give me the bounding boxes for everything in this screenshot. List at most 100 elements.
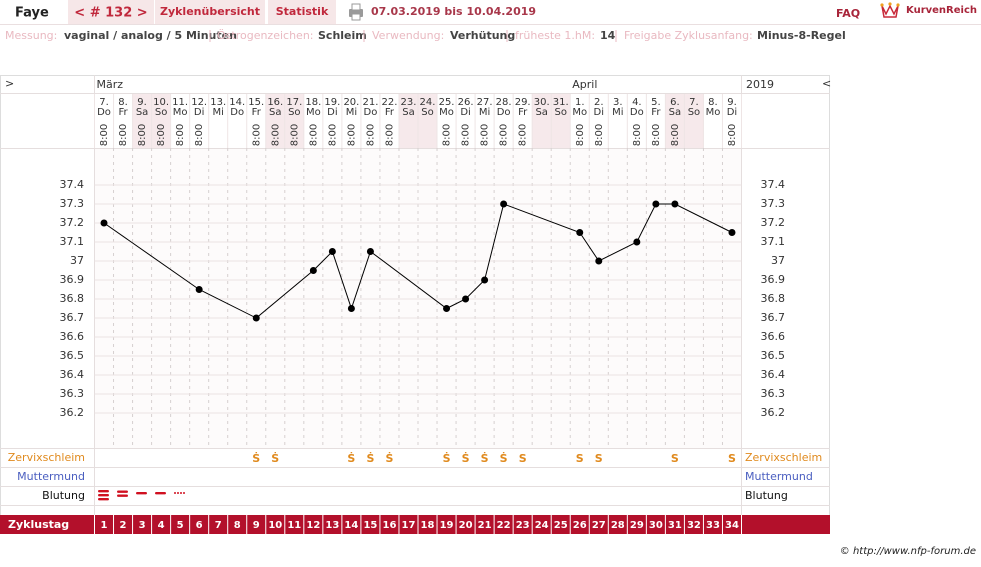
- day-number: 3.: [613, 97, 623, 108]
- faq-link[interactable]: FAQ: [836, 7, 860, 20]
- temperature-point: [252, 314, 260, 322]
- measure-time: 8:00: [137, 124, 148, 146]
- cervix-symbol: Ṡ: [252, 451, 260, 465]
- day-number: 25.: [439, 97, 455, 108]
- cervix-symbol: Ṡ: [443, 451, 451, 465]
- y-tick-label: 36.6: [60, 330, 85, 343]
- measure-time: 8:00: [156, 124, 167, 146]
- info-value: Schleim: [318, 29, 367, 42]
- measure-time: 8:00: [251, 124, 262, 146]
- measure-time: 8:00: [575, 124, 586, 146]
- weekday: So: [155, 107, 167, 118]
- year: 2019: [746, 78, 774, 91]
- weekday: Mi: [212, 107, 223, 118]
- y-tick-label: 37: [771, 254, 785, 267]
- cycle-day: 20: [459, 520, 473, 531]
- temperature-point: [195, 286, 203, 293]
- measure-time: 8:00: [308, 124, 319, 146]
- weekday: Mi: [479, 107, 490, 118]
- nav-prev[interactable]: >: [5, 77, 14, 90]
- cycle-day: 31: [668, 520, 682, 531]
- cycle-day: 23: [516, 520, 530, 531]
- day-number: 6.: [670, 97, 680, 108]
- day-number: 7.: [99, 97, 109, 108]
- tab-bg: [155, 0, 265, 24]
- y-tick-label: 37.4: [60, 178, 85, 191]
- weekday: Di: [194, 107, 204, 118]
- day-number: 9.: [137, 97, 147, 108]
- measure-time: 8:00: [727, 124, 738, 146]
- info-value: 14: [600, 29, 616, 42]
- measure-time: 8:00: [327, 124, 338, 146]
- weekday: Sa: [402, 107, 414, 118]
- cycle-nav[interactable]: < # 132 >: [74, 6, 147, 21]
- cycle-day: 32: [687, 520, 701, 531]
- temperature-point: [328, 248, 336, 255]
- y-tick-label: 36.9: [60, 273, 85, 286]
- weekday: So: [288, 107, 300, 118]
- temperature-point: [443, 305, 451, 312]
- temperature-point: [595, 257, 603, 265]
- day-number: 22.: [382, 97, 398, 108]
- month-label: März: [97, 78, 124, 91]
- tab[interactable]: Zyklenübersicht: [160, 5, 260, 18]
- cervix-symbol: S: [576, 452, 584, 465]
- y-tick-label: 36.9: [761, 273, 786, 286]
- weekday: Fr: [118, 107, 128, 118]
- cycle-day-bar: [0, 515, 830, 534]
- weekday: Fr: [252, 107, 262, 118]
- weekday: Mi: [612, 107, 623, 118]
- weekend-shade: [265, 94, 285, 148]
- row-label: Muttermund: [745, 470, 813, 483]
- cycle-day: 25: [554, 520, 568, 531]
- day-number: 18.: [305, 97, 321, 108]
- weekday: Mo: [572, 107, 587, 118]
- measure-time: 8:00: [175, 124, 186, 146]
- y-tick-label: 37.1: [60, 235, 85, 248]
- y-tick-label: 37.3: [60, 197, 85, 210]
- y-tick-label: 36.8: [761, 292, 786, 305]
- logo-text[interactable]: KurvenReich: [906, 5, 977, 16]
- day-number: 26.: [458, 97, 474, 108]
- cycle-day: 24: [535, 520, 549, 531]
- weekday: So: [688, 107, 700, 118]
- weekday: Do: [497, 107, 511, 118]
- cycle-day: 29: [630, 520, 644, 531]
- tab[interactable]: Statistik: [276, 5, 329, 18]
- cycle-day: 5: [177, 520, 184, 531]
- cervix-symbol: Ṡ: [481, 451, 489, 465]
- temperature-point: [576, 229, 584, 236]
- measure-time: 8:00: [518, 124, 529, 146]
- temperature-point: [100, 219, 108, 227]
- cycle-day: 6: [196, 520, 203, 531]
- y-tick-label: 37: [70, 254, 84, 267]
- y-tick-label: 36.5: [60, 349, 85, 362]
- weekday: Sa: [535, 107, 547, 118]
- day-number: 7.: [689, 97, 699, 108]
- weekend-shade: [532, 94, 552, 148]
- measure-time: 8:00: [270, 124, 281, 146]
- y-tick-label: 36.2: [761, 406, 786, 419]
- row-label: Blutung: [42, 489, 85, 502]
- weekday: Mo: [706, 107, 721, 118]
- day-number: 9.: [727, 97, 737, 108]
- y-tick-label: 37.2: [761, 216, 786, 229]
- y-tick-label: 36.2: [60, 406, 85, 419]
- info-value: Minus-8-Regel: [757, 29, 846, 42]
- print-icon[interactable]: [349, 3, 363, 21]
- cycle-day: 3: [139, 520, 146, 531]
- day-number: 27.: [477, 97, 493, 108]
- measure-time: 8:00: [99, 124, 110, 146]
- y-tick-label: 36.4: [761, 368, 786, 381]
- y-tick-label: 36.7: [60, 311, 85, 324]
- nav-next[interactable]: <: [822, 77, 831, 90]
- cycle-day: 16: [382, 520, 396, 531]
- info-value: vaginal / analog / 5 Minuten: [64, 29, 237, 42]
- cycle-day: 15: [363, 520, 377, 531]
- measure-time: 8:00: [461, 124, 472, 146]
- weekday: Mo: [439, 107, 454, 118]
- cervix-symbol: Ṡ: [500, 451, 508, 465]
- day-number: 30.: [534, 97, 550, 108]
- y-tick-label: 36.3: [60, 387, 85, 400]
